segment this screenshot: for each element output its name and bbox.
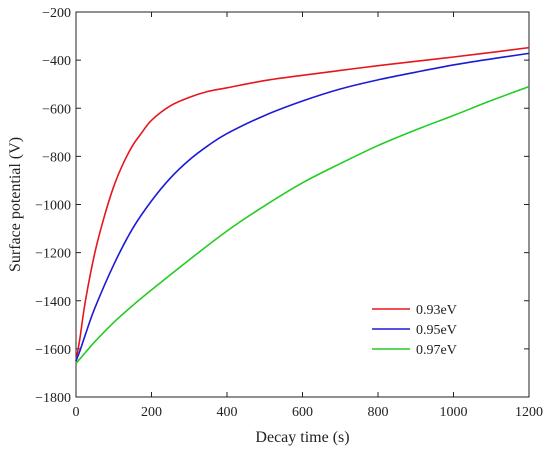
y-tick-label: −400 [42, 54, 71, 69]
y-tick-label: −1000 [35, 199, 71, 214]
plot-frame [75, 11, 530, 398]
x-tick-label: 400 [217, 405, 238, 420]
x-tick-label: 200 [141, 405, 162, 420]
x-tick-label: 0 [73, 405, 80, 420]
y-axis-title: Surface potential (V) [7, 137, 24, 272]
series-line-1 [75, 46, 530, 362]
x-tick-label: 1000 [440, 405, 468, 420]
y-tick-label: −600 [42, 102, 71, 117]
y-tick-label: −1400 [35, 295, 71, 310]
x-axis-title: Decay time (s) [255, 429, 349, 446]
y-tick-label: −1800 [35, 391, 71, 406]
series-line-2 [75, 52, 530, 362]
y-tick-label: −800 [42, 150, 71, 165]
series-line-3 [75, 85, 530, 364]
legend-label-3: 0.97eV [416, 343, 457, 358]
y-tick-label: −1200 [35, 247, 71, 262]
y-tick-label: −1600 [35, 343, 71, 358]
y-tick-label: −200 [42, 6, 71, 21]
legend-label-2: 0.95eV [416, 323, 457, 338]
x-tick-label: 800 [368, 405, 389, 420]
x-tick-label: 1200 [515, 405, 543, 420]
x-tick-label: 600 [292, 405, 313, 420]
legend-label-1: 0.93eV [416, 303, 457, 318]
